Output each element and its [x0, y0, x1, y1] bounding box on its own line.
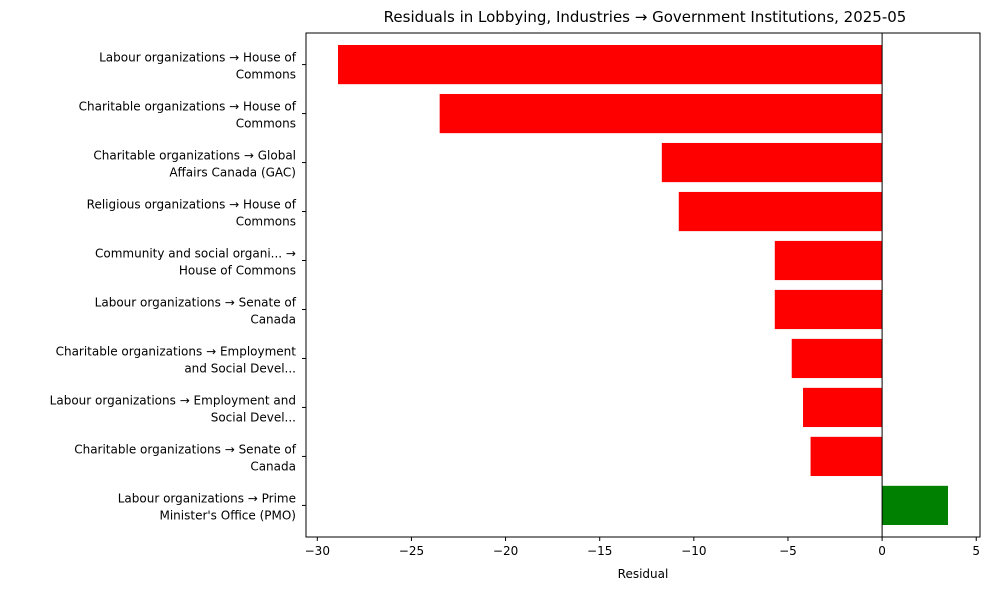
x-tick-label: −15: [587, 544, 612, 558]
y-tick-label: Charitable organizations → Senate of Cana…: [74, 442, 297, 473]
y-tick-label: Labour organizations → Prime Minister's O…: [118, 491, 296, 522]
x-tick-label: −10: [681, 544, 706, 558]
x-tick-label: −5: [779, 544, 797, 558]
x-tick-label: 5: [972, 544, 980, 558]
x-tick-label: −25: [399, 544, 424, 558]
bar: [810, 436, 883, 477]
bar-series: [338, 45, 948, 525]
y-axis: Labour organizations → House of Commons Ch…: [50, 51, 306, 522]
x-tick-label: −30: [305, 544, 330, 558]
bar: [882, 485, 948, 525]
chart-title: Residuals in Lobbying, Industries → Gove…: [384, 8, 907, 26]
bar: [338, 45, 883, 85]
plot-frame: [305, 32, 981, 538]
y-tick-label: Community and social organi... → House of…: [95, 247, 296, 278]
bar: [774, 289, 883, 330]
bar: [791, 338, 883, 379]
bar: [774, 240, 883, 281]
y-tick-label: Charitable organizations → Global Affairs…: [93, 149, 296, 180]
bar: [439, 93, 883, 134]
x-tick-label: 0: [878, 544, 886, 558]
bar: [803, 387, 883, 428]
y-tick-label: Labour organizations → Employment and Soc…: [50, 393, 296, 424]
y-tick-label: Labour organizations → House of Commons: [99, 51, 297, 82]
y-tick-label: Religious organizations → House of Common…: [87, 198, 297, 229]
x-axis: −30 −25 −20 −15 −10 −5 0 5: [305, 537, 980, 558]
y-tick-label: Charitable organizations → House of Commo…: [79, 100, 297, 131]
bar: [678, 191, 883, 232]
x-axis-label: Residual: [618, 567, 669, 581]
y-tick-label: Labour organizations → Senate of Canada: [95, 295, 297, 326]
y-tick-label: Charitable organizations → Employment and…: [56, 344, 297, 375]
x-tick-label: −20: [493, 544, 518, 558]
bar: [661, 142, 883, 183]
